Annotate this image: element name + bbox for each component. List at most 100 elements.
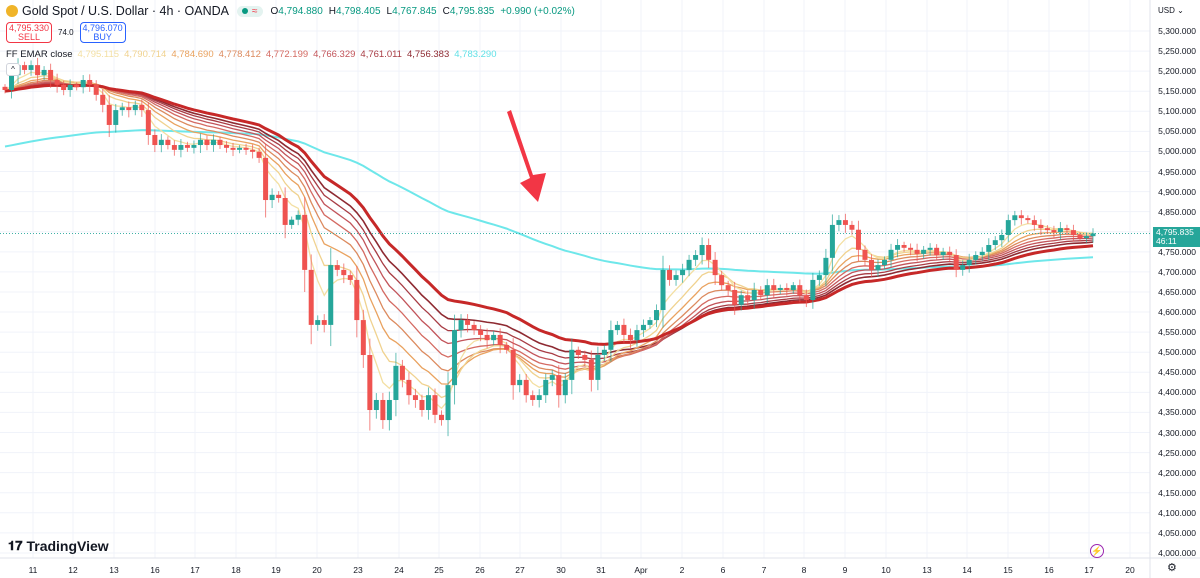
candle [549,370,555,387]
candle [119,102,125,116]
candle [412,388,418,408]
date-tick: 2 [679,565,685,575]
candle [595,346,601,391]
gold-symbol-icon [6,5,18,17]
candle [667,265,673,286]
candle [217,136,223,150]
price-tick: 5,150.000 [1158,86,1196,97]
price-tick: 5,000.000 [1158,146,1196,157]
candle [74,82,80,91]
date-tick: 23 [353,565,363,575]
candle [321,314,327,333]
price-tick: 4,600.000 [1158,307,1196,318]
candle [888,243,894,268]
spread-value: 74.0 [58,28,74,37]
indicator-name: FF EMAR close [6,49,73,60]
candle [875,259,881,277]
candle [380,392,386,429]
candle [816,270,822,286]
candle [191,140,197,154]
candle [276,191,282,203]
price-tick: 4,450.000 [1158,367,1196,378]
candle [152,129,158,153]
lightning-icon[interactable]: ⚡ [1090,544,1104,558]
candle [61,80,67,96]
wave-icon: ≈ [252,5,258,17]
settings-gear-icon[interactable]: ⚙ [1167,562,1177,574]
candle [22,61,28,75]
candle [484,328,490,349]
indicator-value: 4,795.115 [77,49,120,60]
symbol-title[interactable]: Gold Spot / U.S. Dollar · 4h · OANDA [22,4,230,18]
candle [842,213,848,233]
annotation-arrow[interactable] [507,110,546,202]
indicator-legend[interactable]: FF EMAR close 4,795.115 4,790.714 4,784.69… [6,49,497,60]
candle [354,266,360,338]
candle [328,248,334,347]
candle [445,372,451,437]
symbol-header: Gold Spot / U.S. Dollar · 4h · OANDA ≈ O… [6,4,575,18]
date-tick: 12 [68,565,78,575]
date-tick: 31 [596,565,606,575]
price-tick: 4,100.000 [1158,507,1196,518]
ema-ribbon-line [4,83,1094,355]
price-tick: 4,200.000 [1158,467,1196,478]
date-tick: 30 [556,565,566,575]
collapse-legend-button[interactable]: ^ [6,63,20,76]
market-status[interactable]: ≈ [237,5,263,17]
candle [908,243,914,256]
price-tick: 4,950.000 [1158,166,1196,177]
candle [465,314,471,333]
buy-button[interactable]: 4,796.070 BUY [79,22,126,43]
date-tick: 9 [842,565,848,575]
currency-selector[interactable]: USD ⌄ [1158,6,1184,15]
candle [862,245,868,266]
indicator-value: 4,783.290 [454,49,497,60]
price-tick: 5,050.000 [1158,126,1196,137]
candle [347,271,353,285]
candle [738,290,744,311]
candle [399,359,405,388]
candle [406,372,412,405]
candle [1044,225,1050,234]
price-tick: 4,650.000 [1158,286,1196,297]
tradingview-logo[interactable]: 𝟏𝟕 TradingView [8,538,109,554]
date-tick: 8 [801,565,807,575]
candle [901,241,907,252]
price-tick: 4,700.000 [1158,266,1196,277]
indicator-value: 4,778.412 [218,49,261,60]
candle [680,263,686,283]
candle [80,75,86,94]
candle [960,260,966,276]
candle [940,247,946,261]
candle [184,141,190,152]
candle [530,390,536,406]
candle [54,73,60,93]
candle [165,136,171,150]
price-tick: 4,900.000 [1158,186,1196,197]
candle [673,270,679,286]
price-tick: 4,050.000 [1158,527,1196,538]
candle [224,141,230,153]
candle [197,133,203,154]
candle [237,145,243,154]
ema-ribbon-line [4,77,1094,385]
candle [986,238,992,261]
date-tick: 13 [109,565,119,575]
candle [28,60,34,76]
candle [289,216,295,229]
price-tick: 4,750.000 [1158,246,1196,257]
price-tick: 4,550.000 [1158,327,1196,338]
date-tick: 11 [28,565,38,575]
candle [836,215,842,232]
sell-button[interactable]: 4,795.330 SELL [6,22,52,43]
indicator-value: 4,761.011 [360,49,402,60]
candle [712,252,718,285]
candle [979,247,985,261]
price-tick: 5,200.000 [1158,66,1196,77]
candle [999,229,1005,247]
candle [35,57,41,85]
candle [790,282,796,294]
candle [419,394,425,417]
